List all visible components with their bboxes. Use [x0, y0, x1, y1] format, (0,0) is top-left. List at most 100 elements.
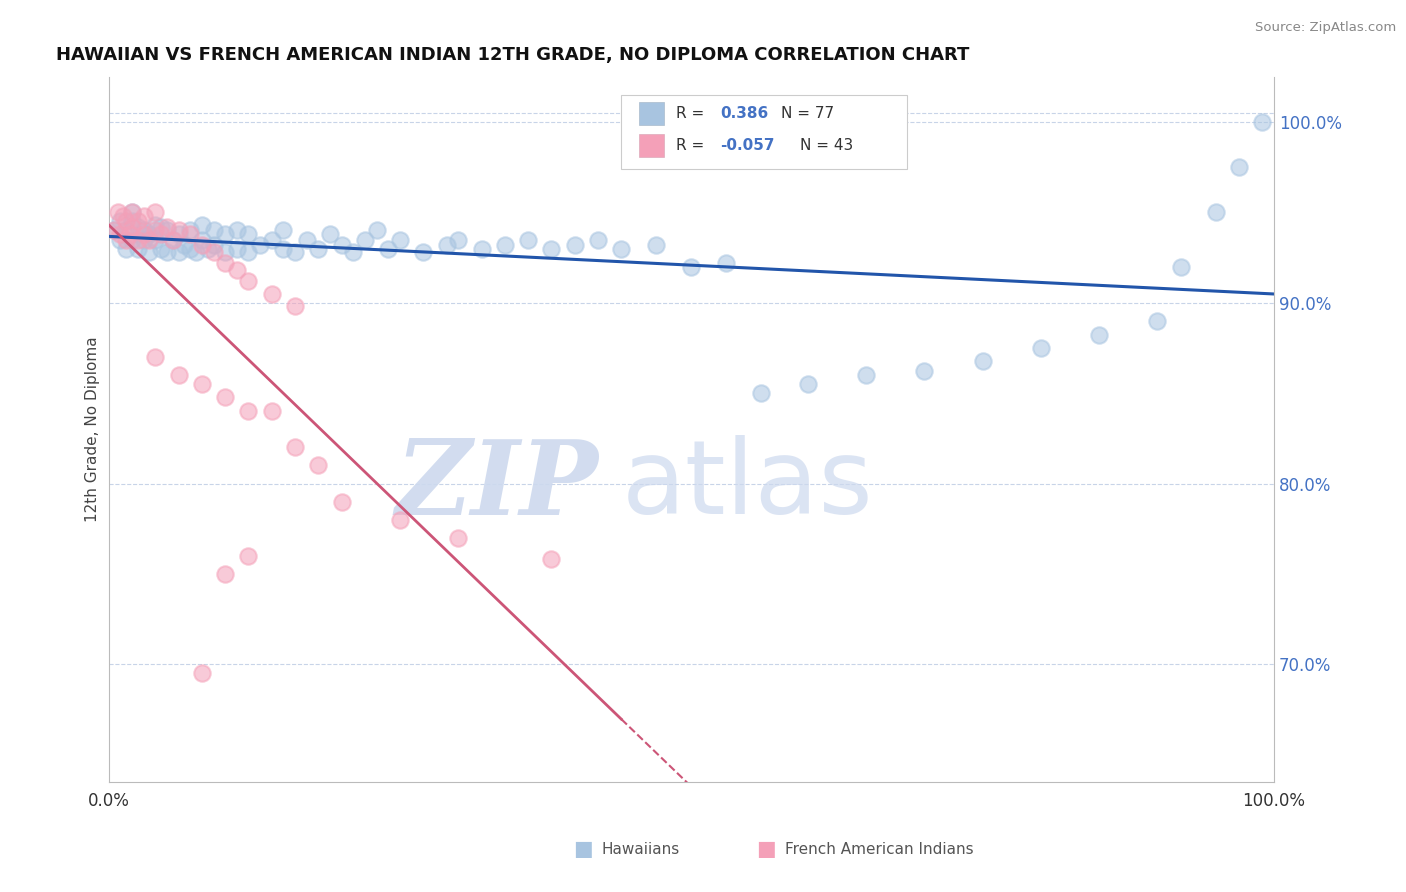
- Point: [150, 219, 173, 234]
- Point: [412, 245, 434, 260]
- Point: [156, 219, 179, 234]
- Point: [111, 209, 134, 223]
- Point: [167, 227, 190, 241]
- Text: Source: ZipAtlas.com: Source: ZipAtlas.com: [1256, 21, 1396, 34]
- Point: [191, 218, 214, 232]
- Point: [132, 223, 155, 237]
- Point: [150, 242, 173, 256]
- Point: [1205, 205, 1227, 219]
- Point: [121, 205, 143, 219]
- Point: [118, 227, 141, 241]
- Point: [214, 227, 236, 241]
- Text: French American Indians: French American Indians: [785, 842, 973, 856]
- Point: [749, 386, 772, 401]
- Point: [260, 233, 283, 247]
- Point: [238, 549, 260, 563]
- Point: [197, 242, 219, 256]
- Point: [143, 218, 166, 232]
- Point: [167, 245, 190, 260]
- Point: [377, 242, 399, 256]
- Point: [284, 245, 307, 260]
- Point: [156, 223, 179, 237]
- Point: [156, 245, 179, 260]
- Point: [681, 260, 703, 274]
- Point: [225, 263, 247, 277]
- Point: [1029, 341, 1052, 355]
- Point: [143, 233, 166, 247]
- Point: [1227, 160, 1250, 174]
- Point: [470, 242, 492, 256]
- Point: [307, 458, 329, 473]
- Point: [319, 227, 342, 241]
- Point: [167, 368, 190, 382]
- Point: [330, 238, 353, 252]
- Point: [202, 238, 225, 252]
- Point: [225, 223, 247, 237]
- Point: [167, 223, 190, 237]
- Point: [273, 242, 295, 256]
- Point: [143, 223, 166, 237]
- Point: [127, 219, 149, 234]
- Text: R =: R =: [676, 106, 709, 121]
- Point: [214, 245, 236, 260]
- Point: [225, 242, 247, 256]
- Text: Hawaiians: Hawaiians: [602, 842, 681, 856]
- Point: [912, 364, 935, 378]
- Point: [103, 223, 125, 237]
- Point: [1170, 260, 1192, 274]
- Point: [162, 233, 184, 247]
- Point: [797, 377, 820, 392]
- Point: [103, 223, 125, 237]
- Point: [127, 233, 149, 247]
- Point: [855, 368, 877, 382]
- Point: [214, 390, 236, 404]
- Point: [260, 286, 283, 301]
- Point: [1088, 328, 1111, 343]
- Point: [184, 245, 207, 260]
- Point: [540, 242, 562, 256]
- Point: [179, 227, 201, 241]
- Point: [260, 404, 283, 418]
- Point: [173, 238, 195, 252]
- Point: [564, 238, 586, 252]
- Point: [191, 666, 214, 681]
- Point: [366, 223, 388, 237]
- Text: ■: ■: [756, 839, 776, 859]
- Point: [138, 245, 160, 260]
- Point: [295, 233, 318, 247]
- Point: [127, 214, 149, 228]
- Point: [645, 238, 668, 252]
- Point: [191, 233, 214, 247]
- Point: [238, 227, 260, 241]
- Point: [238, 274, 260, 288]
- Point: [162, 233, 184, 247]
- Text: -0.057: -0.057: [720, 137, 775, 153]
- Text: ■: ■: [574, 839, 593, 859]
- Point: [127, 242, 149, 256]
- Point: [121, 219, 143, 234]
- Point: [494, 238, 516, 252]
- Point: [150, 227, 173, 241]
- Point: [388, 513, 411, 527]
- Point: [517, 233, 540, 247]
- Point: [1251, 115, 1274, 129]
- Point: [716, 256, 738, 270]
- Point: [330, 494, 353, 508]
- Text: atlas: atlas: [621, 435, 873, 536]
- Point: [143, 350, 166, 364]
- Y-axis label: 12th Grade, No Diploma: 12th Grade, No Diploma: [86, 336, 100, 522]
- Point: [273, 223, 295, 237]
- Point: [447, 531, 470, 545]
- Point: [540, 552, 562, 566]
- Point: [132, 227, 155, 241]
- Point: [179, 242, 201, 256]
- Point: [238, 245, 260, 260]
- FancyBboxPatch shape: [621, 95, 907, 169]
- Point: [121, 205, 143, 219]
- Point: [143, 205, 166, 219]
- Point: [972, 353, 994, 368]
- Point: [388, 233, 411, 247]
- Point: [284, 299, 307, 313]
- Point: [107, 205, 129, 219]
- Point: [284, 441, 307, 455]
